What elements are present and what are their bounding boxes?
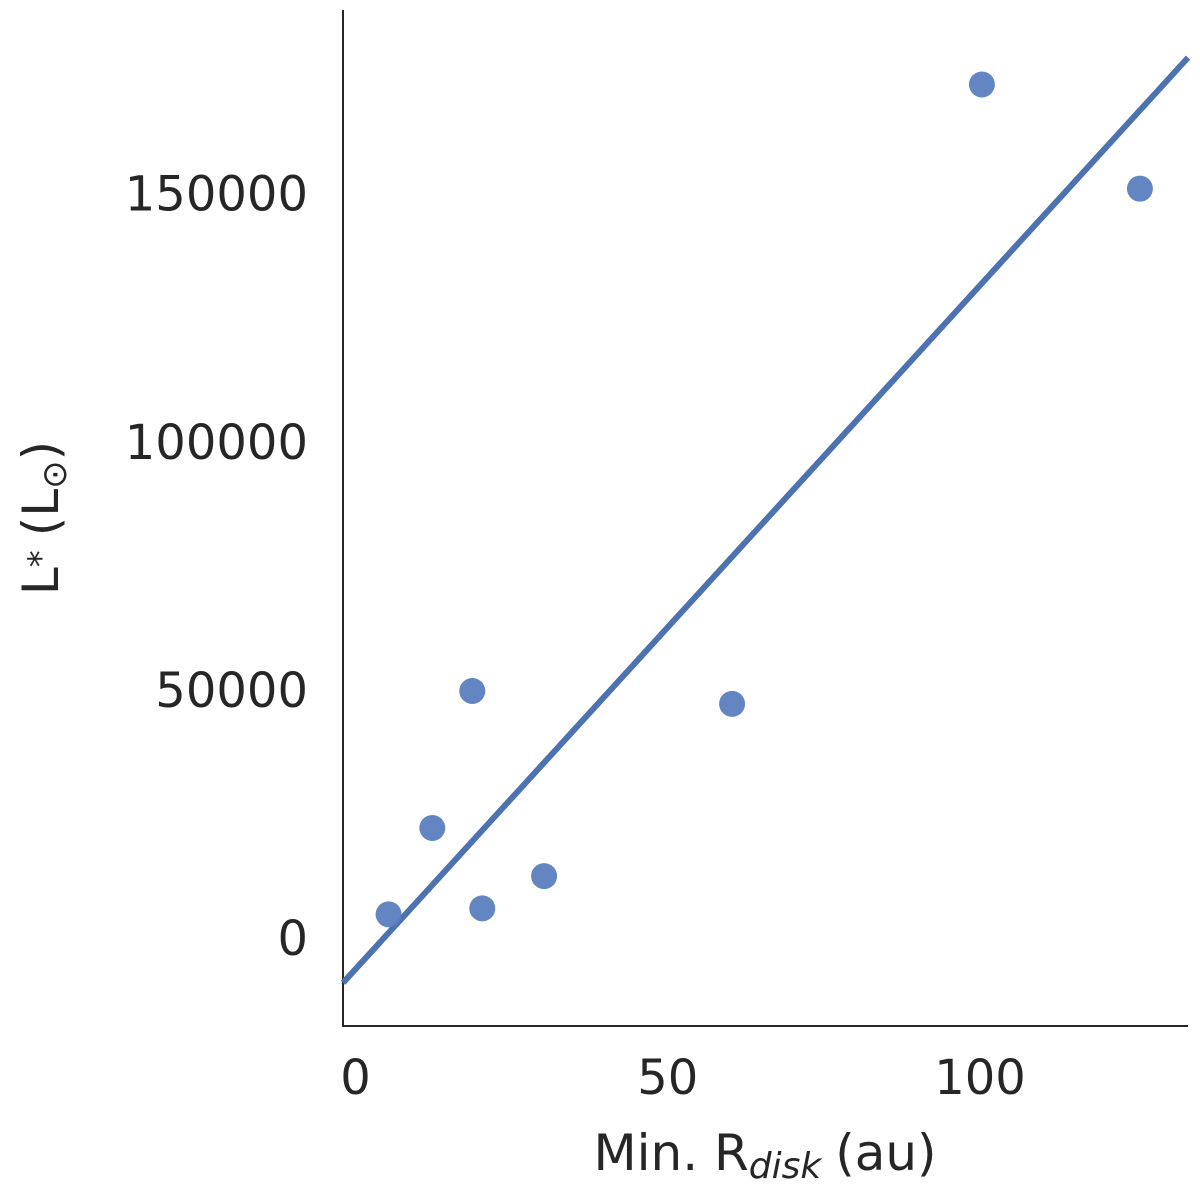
y-label-unit: (L: [12, 489, 70, 537]
y-tick-label: 100000: [125, 415, 308, 471]
point: [968, 71, 995, 98]
x-label-main: Min. R: [593, 1124, 748, 1182]
y-axis-label: L* (L⊙): [12, 441, 75, 595]
y-tick-label: 150000: [125, 167, 308, 223]
point: [459, 677, 486, 704]
y-label-main: L: [12, 567, 70, 595]
x-label-sub: disk: [749, 1146, 824, 1184]
x-label-unit: (au): [835, 1124, 936, 1182]
point: [419, 814, 446, 841]
y-tick-label: 0: [277, 911, 308, 967]
fit-line: [340, 55, 1191, 985]
x-tick-label: 0: [340, 1050, 371, 1106]
point: [1126, 175, 1153, 202]
y-tick-label: 50000: [155, 663, 308, 719]
point: [531, 863, 558, 890]
x-tick-label: 50: [637, 1050, 698, 1106]
x-tick-label: 100: [934, 1050, 1026, 1106]
y-label-close: ): [12, 441, 70, 461]
x-axis-label: Min. Rdisk (au): [593, 1124, 936, 1184]
point: [719, 690, 746, 717]
point: [375, 901, 402, 928]
y-label-sub: *: [21, 550, 61, 567]
point: [469, 895, 496, 922]
y-label-sun: ⊙: [35, 460, 75, 489]
